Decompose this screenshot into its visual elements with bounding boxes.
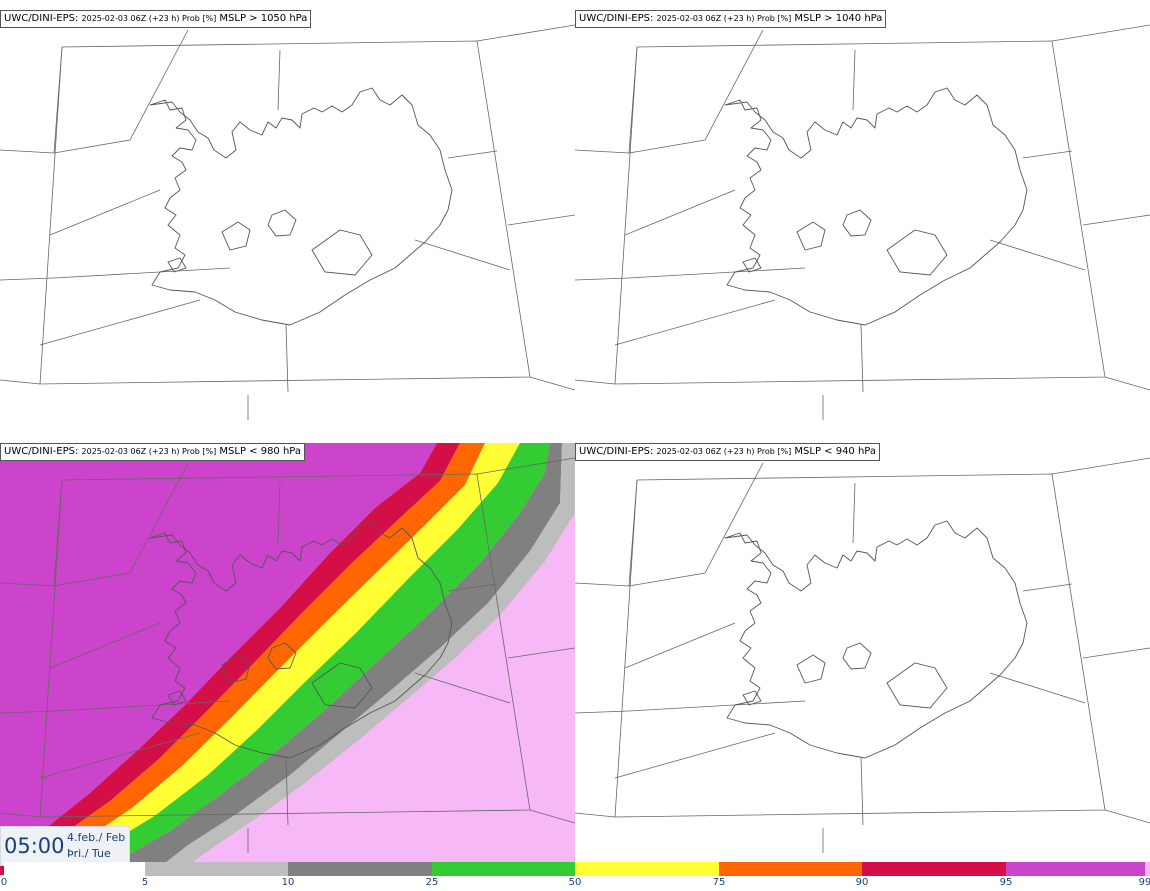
probability-band-4 bbox=[72, 443, 550, 875]
forecast-meta: 2025-02-03 06Z (+23 h) Prob [%] bbox=[81, 14, 217, 23]
valid-time-box: 05:00 4.feb./ Feb Þri./ Tue bbox=[0, 826, 130, 866]
probability-band-1 bbox=[0, 443, 460, 875]
map-panel-mslp-lt-980: UWC/DINI-EPS: 2025-02-03 06Z (+23 h) Pro… bbox=[0, 443, 575, 875]
threshold-label: MSLP < 940 hPa bbox=[794, 446, 877, 457]
map-canvas bbox=[575, 457, 1150, 853]
colorbar-tick-label: 5 bbox=[141, 877, 149, 888]
map-graticule bbox=[0, 24, 575, 420]
colorbar-segment bbox=[288, 862, 432, 876]
forecast-meta: 2025-02-03 06Z (+23 h) Prob [%] bbox=[656, 447, 792, 456]
coastline bbox=[149, 87, 453, 326]
model-name: UWC/DINI-EPS bbox=[4, 446, 75, 457]
probability-colorbar bbox=[4, 862, 1150, 876]
model-name: UWC/DINI-EPS bbox=[579, 13, 650, 24]
colorbar-tick-label: 75 bbox=[712, 877, 726, 888]
coastline bbox=[724, 520, 1028, 759]
map-graticule bbox=[575, 24, 1150, 420]
probability-band-0 bbox=[0, 443, 437, 843]
map-graticule bbox=[575, 457, 1150, 853]
map-panel-mslp-gt-1050: UWC/DINI-EPS: 2025-02-03 06Z (+23 h) Pro… bbox=[0, 10, 575, 442]
valid-weekday: Þri./ Tue bbox=[67, 847, 111, 860]
map-panel-mslp-gt-1040: UWC/DINI-EPS: 2025-02-03 06Z (+23 h) Pro… bbox=[575, 10, 1150, 442]
colorbar-segment bbox=[145, 862, 288, 876]
colorbar-tick-label: 25 bbox=[425, 877, 439, 888]
panel-title: UWC/DINI-EPS: 2025-02-03 06Z (+23 h) Pro… bbox=[0, 10, 312, 28]
threshold-label: MSLP > 1050 hPa bbox=[219, 13, 308, 24]
model-name: UWC/DINI-EPS bbox=[579, 446, 650, 457]
valid-date: 4.feb./ Feb bbox=[67, 831, 126, 844]
forecast-meta: 2025-02-03 06Z (+23 h) Prob [%] bbox=[656, 14, 792, 23]
colorbar-tick-label: 99 bbox=[1138, 877, 1150, 888]
map-panel-mslp-lt-940: UWC/DINI-EPS: 2025-02-03 06Z (+23 h) Pro… bbox=[575, 443, 1150, 875]
coastline bbox=[149, 520, 453, 759]
colorbar-tick-label: 0 bbox=[0, 877, 8, 888]
threshold-label: MSLP > 1040 hPa bbox=[794, 13, 883, 24]
model-name: UWC/DINI-EPS bbox=[4, 13, 75, 24]
colorbar-tick-label: 90 bbox=[855, 877, 869, 888]
probability-band-2 bbox=[20, 443, 485, 875]
map-canvas bbox=[0, 443, 575, 875]
colorbar-segment bbox=[1145, 862, 1150, 876]
map-canvas bbox=[0, 24, 575, 420]
map-graticule bbox=[0, 457, 575, 853]
colorbar-segment bbox=[719, 862, 862, 876]
threshold-label: MSLP < 980 hPa bbox=[219, 446, 302, 457]
colorbar-segment bbox=[575, 862, 719, 876]
map-canvas bbox=[575, 24, 1150, 420]
forecast-meta: 2025-02-03 06Z (+23 h) Prob [%] bbox=[81, 447, 217, 456]
colorbar-tick-label: 50 bbox=[568, 877, 582, 888]
coastline bbox=[724, 87, 1028, 326]
colorbar-tick-label: 10 bbox=[281, 877, 295, 888]
panel-title: UWC/DINI-EPS: 2025-02-03 06Z (+23 h) Pro… bbox=[575, 443, 881, 461]
colorbar-segment bbox=[432, 862, 575, 876]
panel-title: UWC/DINI-EPS: 2025-02-03 06Z (+23 h) Pro… bbox=[0, 443, 306, 461]
colorbar-tick-label: 95 bbox=[999, 877, 1013, 888]
colorbar-segment bbox=[1006, 862, 1145, 876]
probability-field bbox=[0, 443, 575, 875]
colorbar-segment bbox=[4, 862, 145, 876]
panel-title: UWC/DINI-EPS: 2025-02-03 06Z (+23 h) Pro… bbox=[575, 10, 887, 28]
colorbar-segment bbox=[862, 862, 1006, 876]
probability-band-3 bbox=[44, 443, 520, 875]
valid-time: 05:00 bbox=[4, 834, 65, 858]
